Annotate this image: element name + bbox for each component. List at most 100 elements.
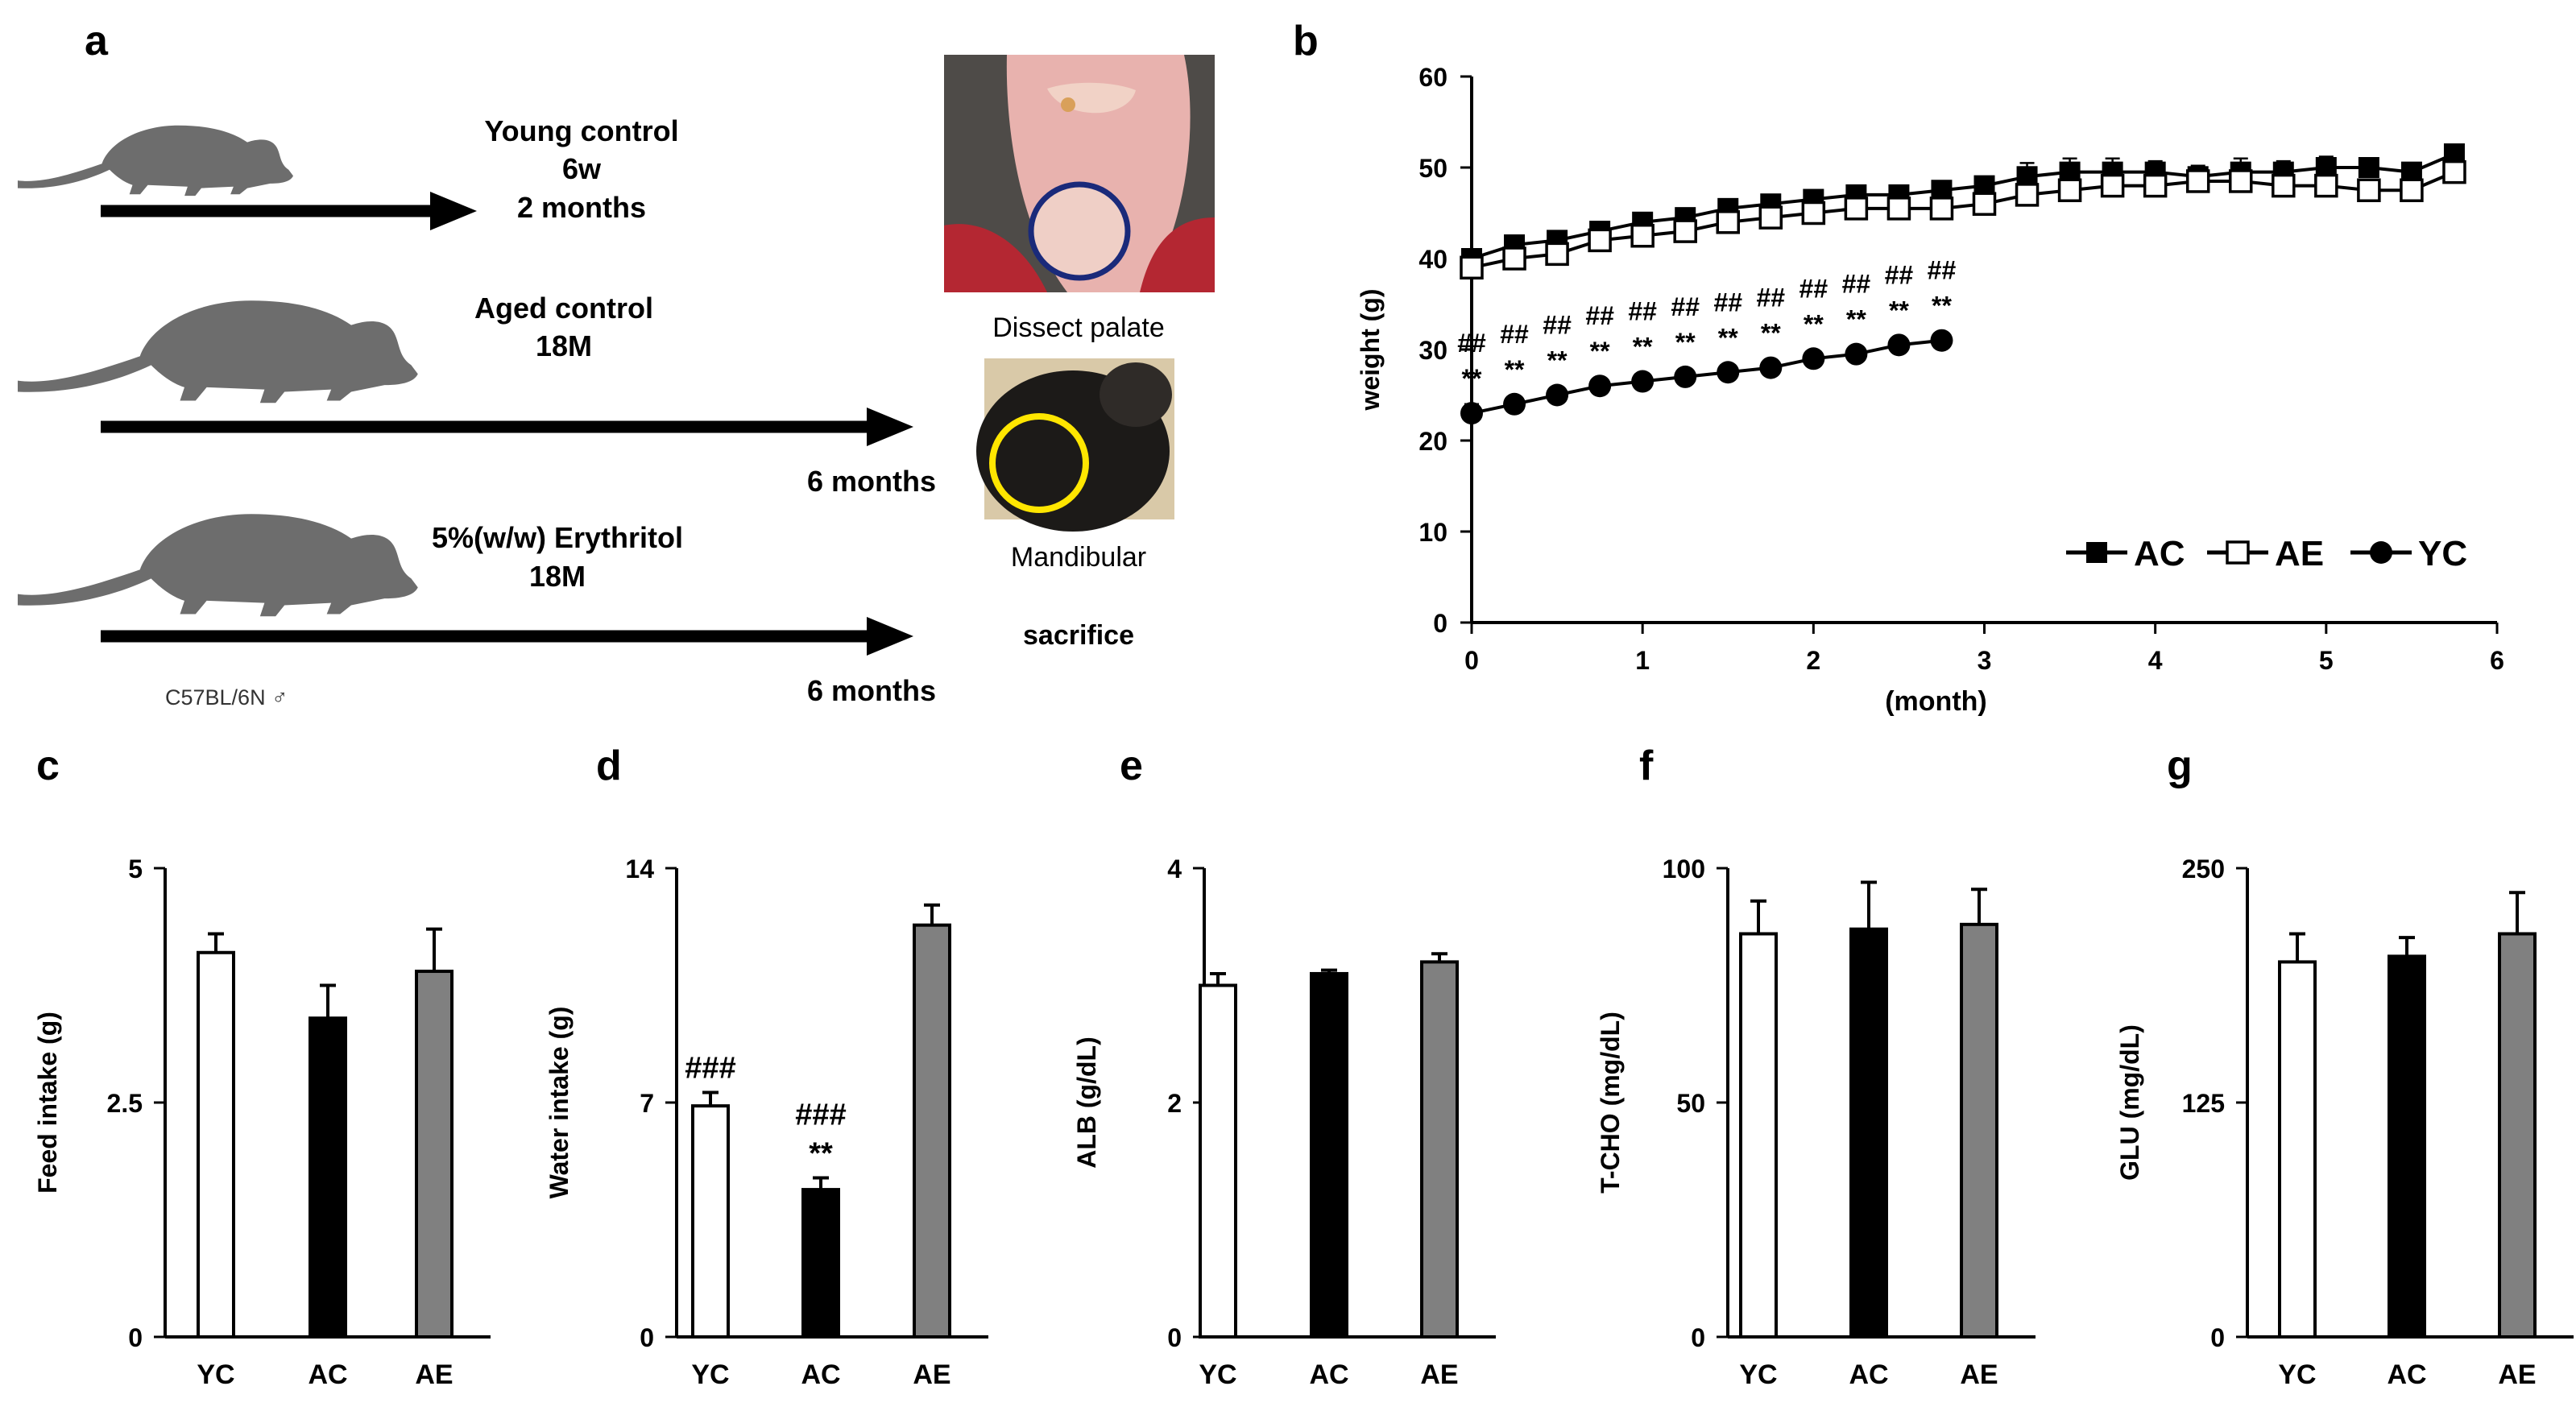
y-tick-label: 0 (1433, 609, 1447, 638)
x-tick-label: AC (2387, 1359, 2426, 1390)
significance-star: ** (1718, 323, 1738, 352)
y-tick-label: 30 (1418, 336, 1447, 365)
significance-star: ** (1547, 346, 1568, 375)
significance-hash: ## (1457, 329, 1486, 358)
data-point (1801, 201, 1826, 226)
x-tick-label: YC (2278, 1359, 2316, 1390)
significance-mark: ### (685, 1052, 735, 1086)
data-point (1588, 228, 1612, 253)
significance-star: ** (1505, 355, 1525, 384)
panel-c: c 0 2.5 5 Feed intake (g) YC AC AE (33, 743, 491, 1390)
significance-star: ** (1633, 333, 1653, 362)
group-duration-aged: 6 months (807, 465, 936, 498)
data-point (1759, 356, 1783, 379)
group-duration-young: 2 months (517, 191, 646, 224)
x-tick-label: YC (1739, 1359, 1777, 1390)
mouse-strain-label: C57BL/6N ♂ (165, 685, 288, 710)
legend-marker (2086, 542, 2107, 563)
data-point (2057, 178, 2082, 202)
significance-hash: ## (1585, 301, 1614, 330)
data-point (1588, 374, 1612, 398)
data-point (1502, 246, 1526, 271)
bar-yc (197, 950, 235, 1339)
data-point (1929, 197, 1954, 221)
significance-star: ** (1804, 309, 1824, 338)
bar-ae (1960, 922, 1998, 1339)
significance-hash: ## (1799, 274, 1828, 303)
panel-letter-f: f (1639, 743, 1654, 789)
bar-ae (1420, 960, 1459, 1339)
x-tick-label: AC (801, 1359, 840, 1390)
data-point (1460, 402, 1483, 425)
y-tick-label: 0 (2210, 1323, 2225, 1352)
timeline-arrowhead-aged (867, 408, 913, 446)
data-point (2442, 159, 2466, 184)
mandible-highlight-circle (989, 413, 1089, 513)
data-point (2400, 178, 2424, 202)
x-tick-label: 4 (2148, 646, 2163, 675)
data-point (1546, 383, 1569, 407)
data-point (1887, 333, 1911, 357)
group-name-young: Young control (484, 114, 678, 147)
panel-f: f 0 50 100 T-CHO (mg/dL) YC AC AE (1596, 743, 2036, 1390)
y-axis-title: GLU (mg/dL) (2115, 1024, 2144, 1181)
group-age-aged: 18M (536, 329, 592, 362)
weight-chart: 0 10 20 30 40 50 60 0 1 2 3 4 5 6 (month) weight (g) ## *… (1356, 63, 2504, 717)
x-tick-label: AE (913, 1359, 950, 1390)
significance-hash: ## (1628, 297, 1657, 326)
legend: AC AE YC (2066, 534, 2467, 573)
x-tick-label: YC (691, 1359, 729, 1390)
y-axis-title: T-CHO (mg/dL) (1596, 1012, 1625, 1194)
group-name-aged: Aged control (474, 292, 653, 325)
bar-ae (2498, 932, 2537, 1339)
x-tick-label: YC (197, 1359, 234, 1390)
data-point (2358, 157, 2379, 178)
data-point (1886, 197, 1911, 221)
significance-star: ** (1889, 296, 1909, 325)
data-point (1972, 192, 1997, 216)
panel-b: b 0 10 20 30 40 50 60 0 1 2 3 4 5 6 (month) weight (g) #… (1293, 18, 2504, 717)
x-tick-label: 1 (1635, 646, 1650, 675)
significance-star: ** (1462, 364, 1482, 393)
legend-marker (2226, 540, 2250, 565)
data-point (2015, 183, 2040, 207)
x-tick-label: AE (415, 1359, 453, 1390)
significance-hash: ## (1500, 320, 1529, 349)
y-tick-label: 2 (1167, 1089, 1182, 1118)
data-point (2143, 173, 2168, 198)
water-intake-chart: 0 7 14 Water intake (g) YC AC AE ### ### ** (545, 854, 988, 1390)
x-tick-label: AE (2498, 1359, 2536, 1390)
bar-ac (1849, 927, 1888, 1339)
group-duration-erythritol: 6 months (807, 674, 936, 707)
legend-label: AC (2134, 534, 2185, 573)
panel-letter-e: e (1120, 743, 1143, 789)
y-tick-label: 250 (2182, 854, 2225, 883)
significance-hash: ## (1842, 270, 1871, 299)
group-age-young: 6w (562, 152, 602, 185)
legend-marker (2370, 541, 2392, 564)
significance-star: ** (1590, 337, 1610, 366)
y-tick-label: 4 (1167, 854, 1182, 883)
x-tick-label: AC (1309, 1359, 1348, 1390)
legend-label: YC (2418, 534, 2467, 573)
y-tick-label: 50 (1676, 1089, 1705, 1118)
data-point (2272, 173, 2296, 198)
significance-mark: ** (809, 1137, 833, 1171)
panel-letter-g: g (2167, 743, 2193, 789)
y-tick-label: 125 (2182, 1089, 2225, 1118)
panel-g: g 0 125 250 GLU (mg/dL) YC AC AE (2115, 743, 2574, 1390)
y-tick-label: 0 (1167, 1323, 1182, 1352)
bar-ac (1310, 971, 1348, 1339)
panel-letter-d: d (596, 743, 622, 789)
alb-chart: 0 2 4 ALB (g/dL) YC AC AE (1072, 854, 1496, 1390)
aged-mouse-icon (18, 300, 418, 403)
y-tick-label: 100 (1663, 854, 1705, 883)
data-point (1674, 365, 1697, 388)
series-line (1471, 338, 1942, 416)
x-tick-label: 6 (2490, 646, 2504, 675)
mandible-photo (976, 358, 1174, 532)
panel-letter-a: a (85, 18, 109, 64)
palate-highlight-circle (1028, 181, 1131, 281)
group-age-erythritol: 18M (529, 560, 586, 593)
y-tick-label: 0 (128, 1323, 143, 1352)
